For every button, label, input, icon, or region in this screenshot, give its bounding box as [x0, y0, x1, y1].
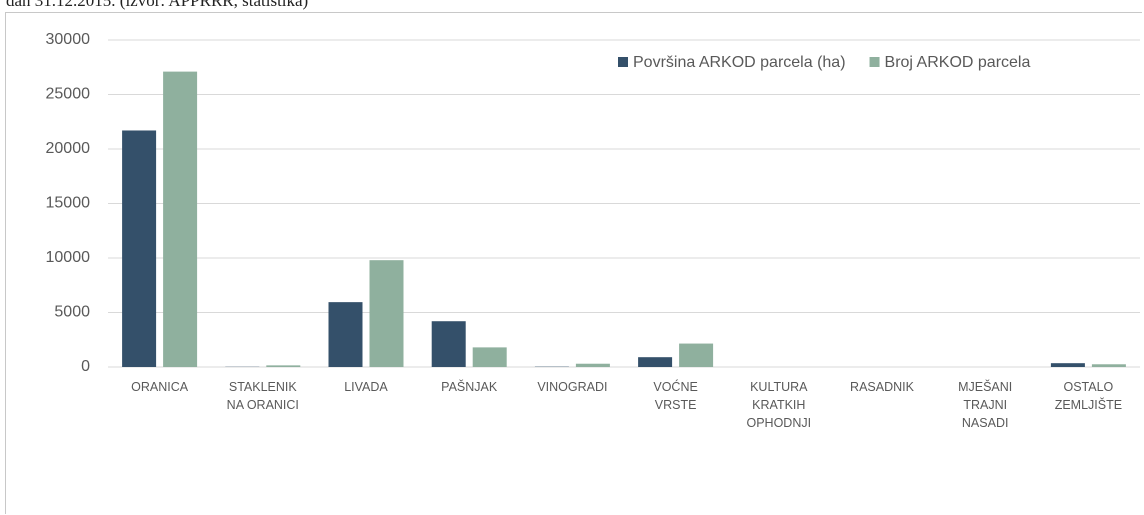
legend-swatch	[869, 57, 880, 67]
caption: dan 31.12.2015. (izvor: APPRRR, statisti…	[6, 0, 309, 10]
y-tick-label: 5000	[54, 304, 90, 321]
y-tick-label: 15000	[46, 195, 91, 212]
x-tick-label: VOĆNE VRSTE	[653, 380, 698, 412]
legend-label: Površina ARKOD parcela (ha)	[633, 54, 846, 71]
bar	[431, 321, 466, 367]
x-tick-label: PAŠNJAK	[441, 380, 498, 394]
bar	[472, 347, 507, 367]
bar	[122, 130, 157, 367]
bar	[163, 71, 198, 368]
x-tick-label: VINOGRADI	[537, 380, 608, 394]
bar	[1050, 363, 1085, 367]
bar	[575, 363, 610, 367]
y-tick-label: 10000	[46, 249, 91, 266]
bar	[1091, 364, 1126, 367]
chart-frame	[5, 12, 1142, 514]
bar	[328, 302, 363, 367]
x-tick-label: LIVADA	[344, 380, 388, 394]
bar	[679, 343, 714, 367]
x-tick-label: OSTALO ZEMLJIŠTE	[1054, 380, 1123, 412]
x-tick-label: MJEŠANI TRAJNI NASADI	[958, 380, 1013, 430]
x-tick-label: KULTURA KRATKIH OPHODNJI	[746, 380, 812, 430]
y-tick-label: 0	[81, 358, 90, 375]
legend-swatch	[618, 57, 628, 67]
bar	[266, 365, 301, 367]
x-tick-label: ORANICA	[131, 380, 189, 394]
bar	[369, 260, 404, 367]
x-tick-label: RASADNIK	[850, 380, 914, 394]
y-tick-label: 30000	[46, 31, 91, 48]
y-tick-label: 20000	[46, 140, 91, 157]
y-tick-label: 25000	[46, 86, 91, 103]
x-tick-label: STAKLENIK NA ORANICI	[226, 380, 299, 412]
bar	[638, 357, 673, 367]
legend-label: Broj ARKOD parcela	[885, 54, 1031, 71]
